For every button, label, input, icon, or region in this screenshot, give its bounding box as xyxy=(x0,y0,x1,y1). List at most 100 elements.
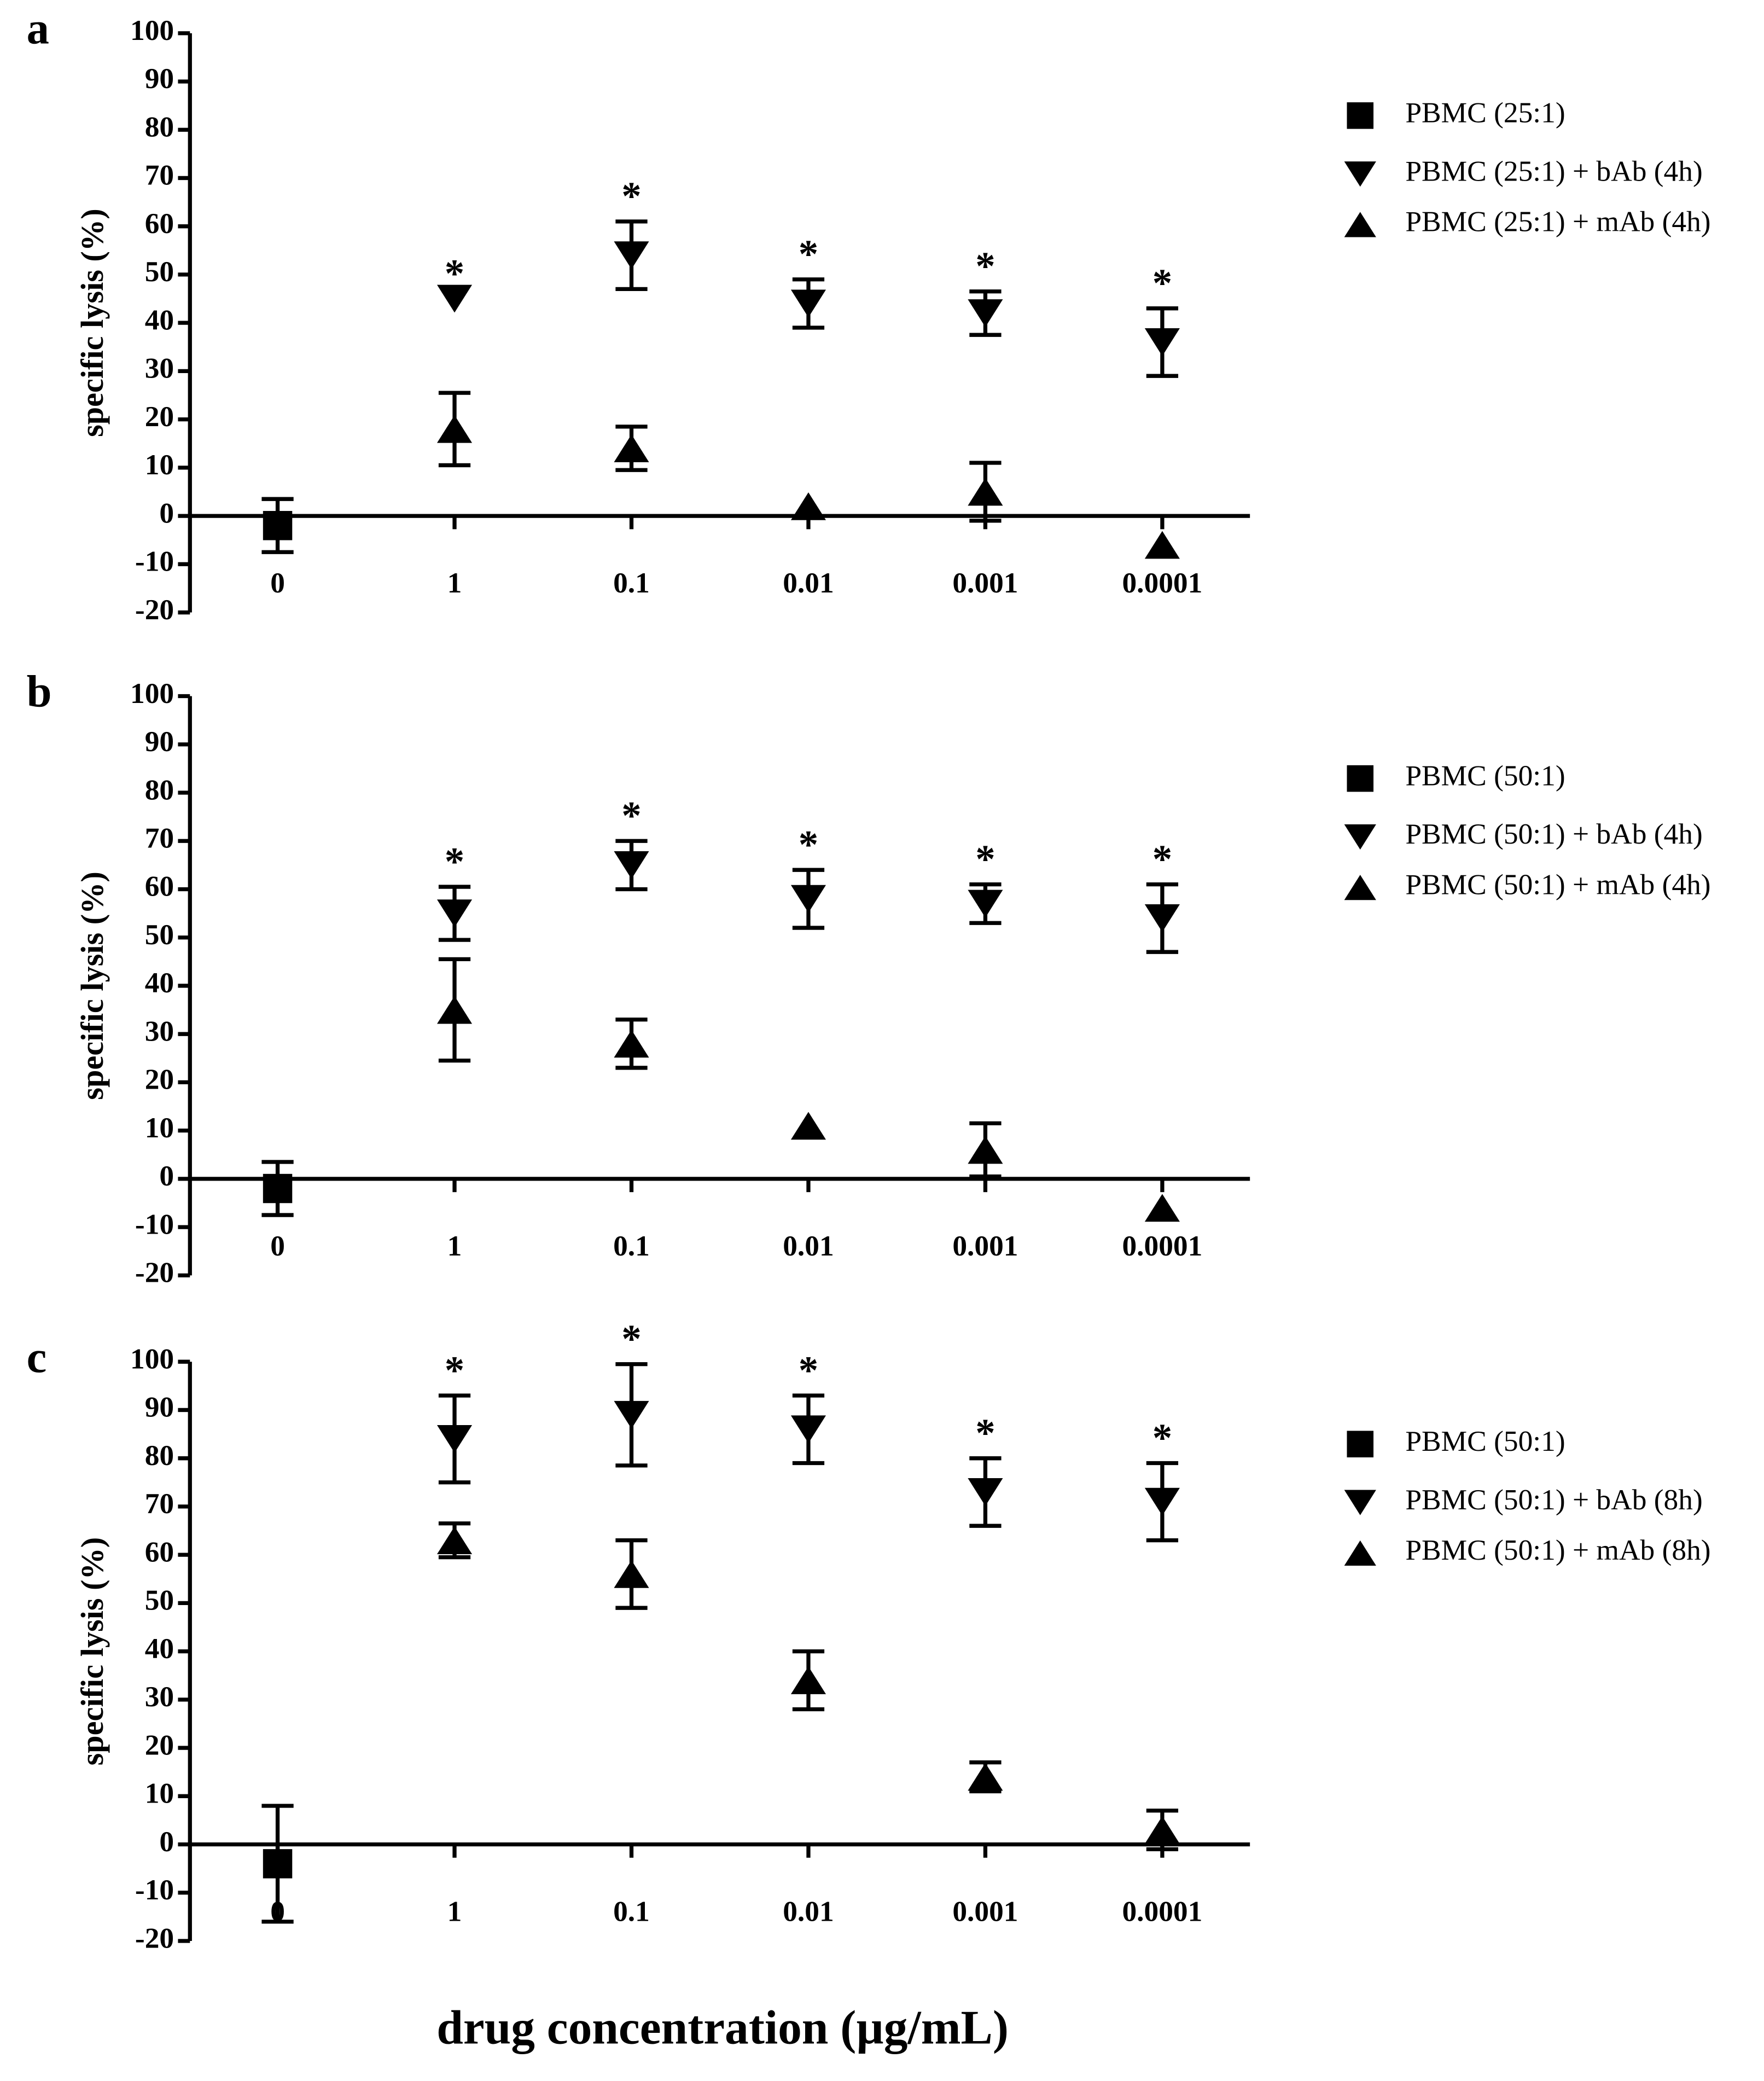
y-tick-label: 40 xyxy=(145,966,174,999)
y-tick-label: 30 xyxy=(145,1014,174,1047)
y-tick-label: -10 xyxy=(135,545,174,578)
y-tick-label: 100 xyxy=(130,1342,174,1375)
marker xyxy=(790,289,826,318)
x-tick-label: 0 xyxy=(270,1229,285,1262)
marker xyxy=(1144,1487,1180,1516)
marker xyxy=(968,890,1003,918)
marker xyxy=(263,1849,293,1879)
y-axis-label: specific lysis (%) xyxy=(74,1537,110,1766)
x-tick-label: 0.01 xyxy=(783,1229,834,1262)
x-tick-label: 0.001 xyxy=(952,1895,1018,1928)
y-tick-label: 20 xyxy=(145,400,174,433)
y-tick-label: 40 xyxy=(145,303,174,336)
legend-label: PBMC (25:1) + mAb (4h) xyxy=(1405,205,1710,238)
x-tick-label: 0.001 xyxy=(952,1229,1018,1262)
marker xyxy=(436,899,473,927)
legend-label: PBMC (25:1) + bAb (4h) xyxy=(1405,154,1702,187)
marker xyxy=(614,434,649,462)
x-tick-label: 1 xyxy=(447,566,462,599)
y-tick-label: 50 xyxy=(145,255,174,288)
significance-label: * xyxy=(799,822,818,867)
x-tick-label: 0.01 xyxy=(783,1895,834,1928)
marker xyxy=(614,851,649,879)
marker xyxy=(1144,904,1180,932)
marker xyxy=(790,492,826,520)
legend-label: PBMC (50:1) + mAb (8h) xyxy=(1405,1533,1710,1566)
marker xyxy=(968,478,1003,506)
marker xyxy=(1344,212,1376,237)
legend-label: PBMC (50:1) + mAb (4h) xyxy=(1405,868,1710,901)
marker xyxy=(1347,765,1374,792)
y-tick-label: 90 xyxy=(145,1391,174,1423)
y-tick-label: 90 xyxy=(145,725,174,758)
x-tick-label: 0.1 xyxy=(613,566,650,599)
significance-label: * xyxy=(621,174,641,218)
marker xyxy=(1344,1540,1376,1566)
marker xyxy=(968,1763,1003,1791)
marker xyxy=(968,1478,1003,1506)
y-tick-label: 100 xyxy=(130,677,174,710)
y-tick-label: 70 xyxy=(145,822,174,855)
marker xyxy=(790,885,826,913)
y-tick-label: 80 xyxy=(145,110,174,143)
panel: c specific lysis (%) -20 -10 0 10 20 30 40 50 60 70… xyxy=(27,1316,1711,1954)
marker xyxy=(1144,1816,1180,1844)
y-tick-label: 50 xyxy=(145,1584,174,1617)
x-tick-label: 0.0001 xyxy=(1122,566,1202,599)
y-tick-label: 80 xyxy=(145,1439,174,1472)
x-tick-label: 0.001 xyxy=(952,566,1018,599)
x-tick-label: 0.0001 xyxy=(1122,1229,1202,1262)
legend-label: PBMC (25:1) xyxy=(1405,96,1565,129)
significance-label: * xyxy=(799,232,818,276)
significance-label: * xyxy=(975,1411,995,1455)
y-tick-label: 0 xyxy=(159,1159,174,1192)
marker xyxy=(436,415,473,443)
y-tick-label: -20 xyxy=(135,1256,174,1289)
marker xyxy=(1344,875,1376,900)
x-tick-label: 1 xyxy=(447,1895,462,1928)
marker xyxy=(436,284,473,313)
y-tick-label: 60 xyxy=(145,1535,174,1568)
significance-label: * xyxy=(1152,837,1172,881)
marker xyxy=(436,996,473,1024)
y-tick-label: 30 xyxy=(145,352,174,385)
y-tick-label: 50 xyxy=(145,918,174,951)
x-axis-label: drug concentration (µg/mL) xyxy=(436,2001,1009,2054)
y-tick-label: -10 xyxy=(135,1873,174,1906)
y-tick-label: 70 xyxy=(145,1487,174,1520)
marker xyxy=(263,511,293,540)
marker xyxy=(1344,1490,1376,1515)
legend-label: PBMC (50:1) + bAb (4h) xyxy=(1405,817,1702,850)
y-tick-label: 0 xyxy=(159,496,174,529)
marker xyxy=(1344,824,1376,850)
marker xyxy=(790,1666,826,1694)
y-tick-label: 70 xyxy=(145,159,174,191)
y-axis-label: specific lysis (%) xyxy=(74,208,110,437)
legend-label: PBMC (50:1) xyxy=(1405,759,1565,792)
y-tick-label: 40 xyxy=(145,1632,174,1665)
marker xyxy=(968,1136,1003,1164)
panel-label: c xyxy=(27,1332,47,1382)
legend-label: PBMC (50:1) + bAb (8h) xyxy=(1405,1483,1702,1516)
significance-label: * xyxy=(445,251,464,295)
legend-label: PBMC (50:1) xyxy=(1405,1425,1565,1457)
significance-label: * xyxy=(621,793,641,838)
significance-label: * xyxy=(975,244,995,288)
y-axis-label: specific lysis (%) xyxy=(74,871,110,1100)
marker xyxy=(614,1560,649,1588)
significance-label: * xyxy=(621,1316,641,1361)
marker xyxy=(968,299,1003,327)
y-tick-label: -20 xyxy=(135,593,174,626)
marker xyxy=(790,1112,826,1140)
panel-label: b xyxy=(27,666,52,716)
y-tick-label: 60 xyxy=(145,870,174,903)
marker xyxy=(614,241,649,269)
x-tick-label: 1 xyxy=(447,1229,462,1262)
marker xyxy=(1144,531,1180,559)
y-tick-label: -10 xyxy=(135,1207,174,1240)
y-tick-label: 0 xyxy=(159,1825,174,1858)
y-tick-label: 20 xyxy=(145,1063,174,1096)
y-tick-label: 10 xyxy=(145,1111,174,1144)
